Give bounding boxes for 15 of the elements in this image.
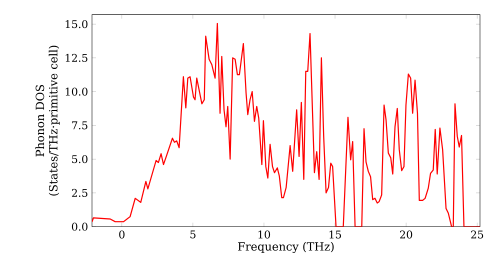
- x-tick-label: 20: [400, 230, 412, 239]
- x-axis-title: Frequency (THz): [238, 242, 334, 254]
- y-tick-label: 12.5: [66, 54, 88, 62]
- y-tick-label: 0.0: [72, 222, 88, 231]
- y-axis-title: Phonon DOS (States/THz·primitive cell): [35, 46, 60, 196]
- x-tick-label: 10: [258, 230, 270, 239]
- x-tick-label: 25: [471, 230, 484, 239]
- y-tick-label: 5.0: [72, 155, 88, 164]
- x-tick-label: 5: [190, 230, 196, 238]
- x-tick-label: 15: [330, 230, 341, 239]
- y-tick-label: 15.0: [66, 20, 88, 28]
- x-tick-label: 0: [119, 230, 125, 239]
- y-tick-label: 7.5: [72, 121, 88, 130]
- y-tick-label: 2.5: [72, 188, 88, 197]
- y-tick-label: 10.0: [66, 88, 88, 96]
